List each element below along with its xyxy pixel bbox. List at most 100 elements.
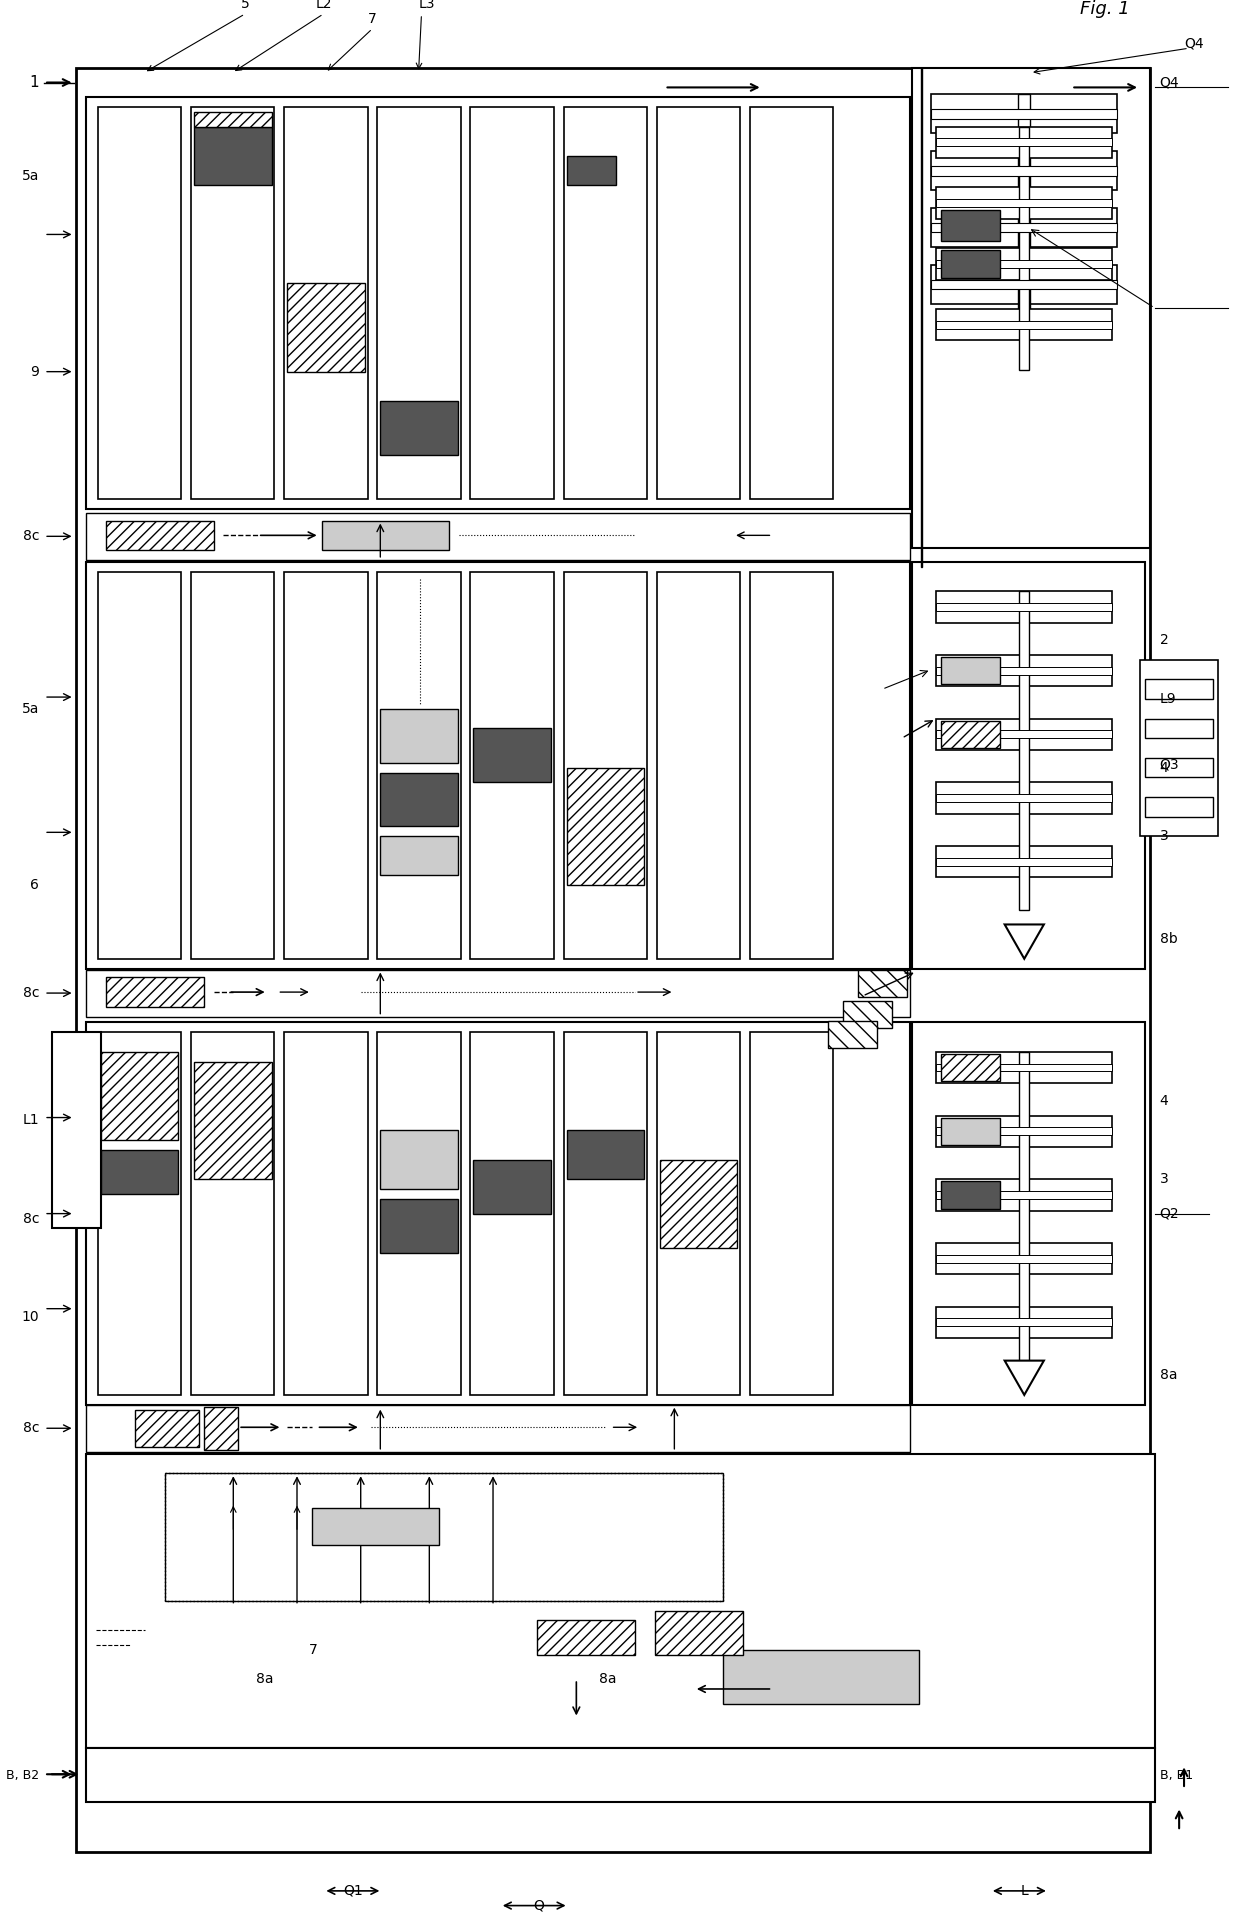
Bar [936, 1318, 1112, 1326]
Bar [931, 167, 1117, 176]
Bar [52, 1033, 100, 1228]
Bar [936, 1063, 1112, 1071]
Bar [381, 772, 458, 826]
Text: Fig. 1: Fig. 1 [1080, 0, 1130, 17]
Bar [941, 1182, 999, 1209]
Bar [941, 720, 999, 747]
Bar [936, 199, 1112, 207]
Bar [931, 151, 1117, 190]
Bar [203, 1406, 238, 1450]
Text: 3: 3 [1159, 830, 1168, 843]
Text: 3: 3 [1159, 1173, 1168, 1186]
Bar [87, 1023, 910, 1404]
Bar [105, 977, 203, 1006]
Bar [567, 1130, 644, 1180]
Bar [470, 107, 554, 498]
Bar [936, 847, 1112, 878]
Bar [135, 1410, 198, 1447]
Bar [936, 655, 1112, 686]
Bar [936, 320, 1112, 328]
Bar [191, 571, 274, 958]
Bar [936, 667, 1112, 674]
Bar [936, 1115, 1112, 1148]
Bar [931, 209, 1117, 247]
Text: Q4: Q4 [1184, 36, 1204, 50]
Bar [931, 94, 1117, 134]
Text: L: L [1021, 1883, 1028, 1899]
Bar [377, 107, 461, 498]
Bar [195, 1061, 272, 1180]
Bar [660, 1159, 737, 1247]
Text: 8c: 8c [22, 529, 40, 544]
Bar [1019, 126, 1029, 370]
Text: 2: 2 [1159, 632, 1168, 648]
Bar [381, 1130, 458, 1190]
Bar [936, 1243, 1112, 1274]
Text: L2: L2 [315, 0, 332, 11]
Bar [941, 1054, 999, 1081]
Bar [284, 571, 367, 958]
Bar [537, 1621, 635, 1655]
Bar [564, 1033, 647, 1395]
Text: Q4: Q4 [1159, 75, 1179, 90]
Bar [1018, 94, 1030, 322]
Bar [87, 561, 910, 969]
Bar [105, 521, 213, 550]
Text: 10: 10 [21, 1309, 40, 1324]
Bar [936, 126, 1112, 157]
Bar [936, 730, 1112, 738]
Bar [87, 1404, 910, 1452]
Text: 6: 6 [30, 878, 40, 893]
Bar [931, 222, 1117, 232]
Bar [77, 67, 1149, 1851]
Bar [284, 1033, 367, 1395]
Bar [936, 1052, 1112, 1083]
Text: 8a: 8a [1159, 1368, 1177, 1381]
Bar [657, 107, 740, 498]
Bar [470, 1033, 554, 1395]
Bar [931, 264, 1117, 305]
Bar [858, 969, 906, 996]
Text: L1: L1 [22, 1113, 40, 1127]
Text: 8a: 8a [599, 1673, 616, 1686]
Bar [941, 657, 999, 684]
Bar [1145, 718, 1214, 738]
Text: L9: L9 [1159, 692, 1177, 705]
Bar [843, 1000, 892, 1029]
Text: Q1: Q1 [343, 1883, 363, 1899]
Bar [377, 571, 461, 958]
Bar [87, 513, 910, 559]
Text: 1: 1 [30, 75, 40, 90]
Bar [931, 280, 1117, 289]
Bar [828, 1021, 877, 1048]
Bar [321, 521, 449, 550]
Text: 8c: 8c [22, 1422, 40, 1435]
Bar [936, 308, 1112, 341]
Bar [470, 571, 554, 958]
Text: 5: 5 [241, 0, 249, 11]
Bar [191, 1033, 274, 1395]
Text: Q2: Q2 [1159, 1207, 1179, 1220]
Text: 5a: 5a [22, 169, 40, 182]
Text: 5a: 5a [22, 701, 40, 717]
Bar [911, 67, 1149, 548]
Bar [1145, 759, 1214, 778]
Bar [936, 782, 1112, 814]
Bar [936, 1180, 1112, 1211]
Bar [567, 155, 615, 186]
Text: 8b: 8b [1159, 933, 1177, 947]
Text: Q: Q [533, 1899, 544, 1912]
Bar [911, 1023, 1145, 1404]
Bar [655, 1611, 743, 1655]
Bar [564, 107, 647, 498]
Text: 4: 4 [1159, 761, 1168, 774]
Bar [165, 1473, 723, 1600]
Bar [100, 1052, 179, 1140]
Text: 8c: 8c [22, 987, 40, 1000]
Bar [381, 709, 458, 763]
Bar [657, 571, 740, 958]
Bar [87, 1454, 1154, 1747]
Text: 7: 7 [368, 11, 377, 25]
Text: L3: L3 [418, 0, 435, 11]
Bar [941, 251, 999, 278]
